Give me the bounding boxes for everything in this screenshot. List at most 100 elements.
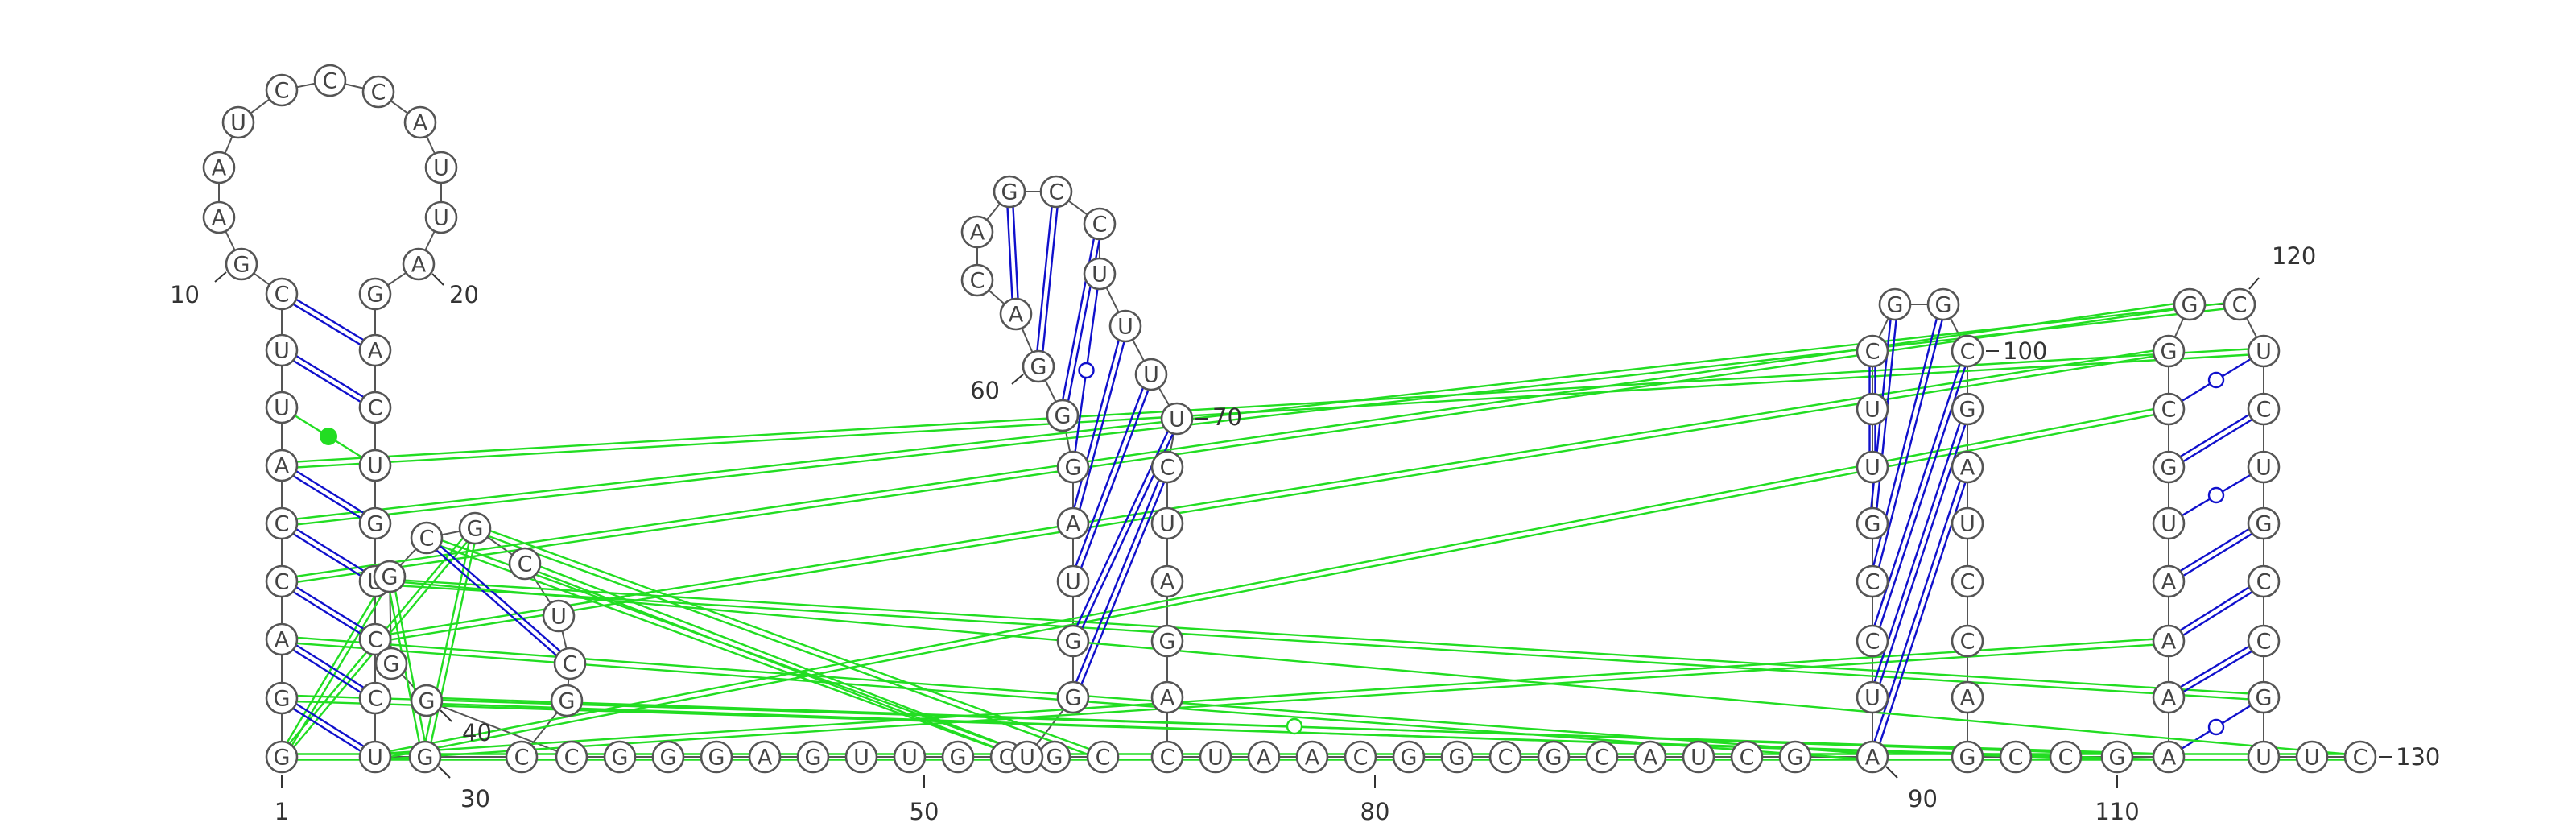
nucleotide: U: [1160, 402, 1194, 436]
nucleotide-circle: [1247, 740, 1281, 774]
tertiary-interaction-line: [281, 347, 2264, 464]
nucleotide-circle: [2100, 740, 2134, 774]
nucleotide-letter: U: [1117, 315, 1133, 340]
nucleotide: U: [893, 740, 927, 774]
nucleotide: G: [2247, 680, 2281, 714]
nucleotide-letter: C: [2058, 746, 2074, 771]
nucleotide: C: [555, 740, 588, 774]
nucleotide: C: [553, 647, 587, 680]
tertiary-interaction-line: [426, 702, 2117, 761]
position-tick: [1011, 374, 1024, 385]
position-label: 20: [449, 281, 479, 308]
nucleotide-circle: [1150, 564, 1184, 598]
nucleotide-circle: [2295, 740, 2329, 774]
nucleotide-letter: C: [275, 512, 290, 537]
nucleotide: G: [225, 247, 258, 281]
nucleotide-letter: A: [212, 206, 227, 231]
nucleotide-letter: G: [419, 689, 436, 714]
nucleotide: G: [408, 740, 442, 774]
nucleotide: C: [508, 547, 542, 581]
nucleotide-circle: [1056, 506, 1090, 540]
nucleotide: U: [2247, 334, 2281, 368]
nucleotide-circle: [748, 740, 782, 774]
base-pair-line: [423, 539, 569, 667]
nucleotide: C: [1999, 740, 2033, 774]
nucleotide: C: [2343, 740, 2377, 774]
nucleotide-letter: A: [1257, 746, 1272, 771]
nucleotide-circle: [313, 64, 347, 97]
nucleotide: C: [1086, 740, 1120, 774]
nucleotide-letter: C: [518, 552, 533, 577]
nucleotide: A: [1951, 450, 1984, 484]
nucleotide-circle: [1999, 740, 2033, 774]
nucleotide: U: [221, 105, 255, 139]
nucleotide-circle: [2247, 506, 2281, 540]
nucleotide: G: [1150, 624, 1184, 658]
nucleotide: G: [1056, 680, 1090, 714]
nucleotide-circle: [1585, 740, 1619, 774]
nucleotide-circle: [410, 521, 444, 555]
nucleotide-letter: U: [433, 156, 449, 181]
nucleotide: G: [373, 560, 407, 593]
wobble-pair-symbol: [2207, 486, 2225, 504]
nucleotide: G: [410, 684, 444, 717]
nucleotide-letter: U: [2256, 746, 2272, 771]
nucleotide-circle: [2223, 287, 2256, 321]
base-pair-line: [283, 462, 378, 523]
nucleotide: C: [1039, 175, 1073, 209]
nucleotide: G: [1778, 740, 1812, 774]
nucleotide-letter: G: [1546, 746, 1563, 771]
nucleotide-circle: [265, 73, 299, 107]
nucleotide-circle: [651, 740, 685, 774]
nucleotide-letter: A: [1643, 746, 1658, 771]
position-tick: [2248, 277, 2260, 290]
nucleotide-circle: [1056, 450, 1090, 484]
nucleotide-circle: [1878, 287, 1912, 321]
nucleotide: C: [2247, 624, 2281, 658]
nucleotide: C: [505, 740, 539, 774]
nucleotide: A: [999, 297, 1033, 331]
backbone-segment: [426, 700, 572, 758]
nucleotide: U: [1856, 680, 1889, 714]
nucleotide: G: [1056, 450, 1090, 484]
base-pair-line: [2166, 405, 2263, 466]
nucleotide: C: [2152, 392, 2186, 426]
nucleotide-letter: U: [902, 746, 918, 771]
nucleotide-circle: [1856, 392, 1889, 426]
nucleotide-letter: A: [411, 253, 427, 278]
nucleotide-letter: U: [1864, 398, 1880, 423]
nucleotide-circle: [844, 740, 878, 774]
nucleotide: A: [403, 105, 437, 139]
nucleotide: C: [1951, 624, 1984, 658]
nucleotide-letter: G: [2109, 746, 2126, 771]
nucleotide-letter: C: [970, 269, 985, 294]
wobble-pair-symbol: [2207, 718, 2225, 736]
nucleotide-letter: C: [2256, 630, 2272, 655]
nucleotide: U: [1682, 740, 1715, 774]
nucleotide-circle: [1022, 349, 1055, 383]
nucleotide-letter: U: [1959, 512, 1975, 537]
nucleotide-circle: [1856, 506, 1889, 540]
nucleotide: G: [603, 740, 637, 774]
tertiary-interaction-line: [391, 576, 429, 757]
nucleotide-circle: [424, 151, 458, 184]
nucleotide-letter: C: [1865, 630, 1880, 655]
nucleotide: C: [1951, 334, 1984, 368]
nucleotide-circle: [2247, 450, 2281, 484]
position-label: 100: [2003, 337, 2047, 365]
position-tick: [214, 271, 227, 283]
nucleotide-letter: A: [1865, 746, 1880, 771]
nucleotide: U: [2152, 506, 2186, 540]
nucleotide: U: [844, 740, 878, 774]
base-pair-line: [279, 351, 374, 411]
nucleotide: G: [358, 277, 392, 311]
nucleotide-letter: U: [1092, 262, 1108, 287]
nucleotide: C: [960, 263, 994, 297]
nucleotide-letter: C: [275, 570, 290, 595]
nucleotide-letter: C: [368, 687, 383, 712]
nucleotide-letter: A: [2161, 630, 2177, 655]
nucleotide: G: [2173, 287, 2207, 321]
nucleotide-circle: [358, 391, 392, 424]
nucleotide-letter: G: [1935, 293, 1952, 318]
